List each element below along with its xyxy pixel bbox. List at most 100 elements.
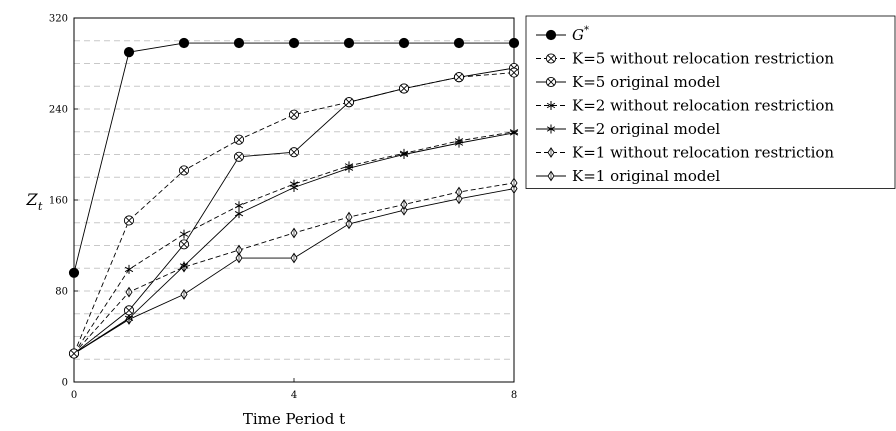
data-point [400, 204, 408, 216]
marker-dot [68, 267, 80, 278]
marker-star-arm [399, 150, 409, 157]
legend-label-superscript: * [584, 25, 589, 36]
legend-box [525, 15, 896, 189]
legend-item: K=2 original model [536, 120, 720, 138]
data-point [123, 47, 135, 58]
marker-star-arm [289, 181, 299, 187]
y-axis-title: Z t [25, 190, 43, 213]
series-5 [69, 128, 519, 359]
marker-star-arm [454, 138, 464, 144]
legend-marker [545, 29, 557, 41]
y-axis-title-main: Z [25, 190, 38, 209]
data-point [290, 252, 298, 264]
marker-cross-b [235, 153, 243, 161]
data-point [343, 97, 355, 108]
marker-cross-b [400, 85, 408, 93]
data-point [233, 134, 245, 145]
legend-label: K=2 original model [572, 120, 720, 138]
marker-cross-b [547, 54, 555, 63]
data-point [123, 215, 135, 226]
series-line [73, 188, 515, 354]
legend-marker [545, 76, 557, 88]
marker-star-arm [124, 266, 134, 273]
data-point [453, 72, 465, 83]
marker-star-arm [509, 129, 519, 135]
data-point [234, 209, 244, 219]
marker-star-arm [179, 263, 189, 269]
marker-cross-b [235, 136, 243, 144]
marker-dot [508, 37, 520, 49]
marker-dot [453, 37, 465, 49]
series-group [68, 37, 520, 359]
y-tick-label: 80 [55, 287, 68, 298]
data-point [180, 288, 188, 300]
marker-dot [545, 29, 557, 41]
data-point [510, 183, 518, 195]
data-point [124, 264, 134, 274]
data-point [178, 239, 190, 250]
data-point [288, 147, 300, 158]
marker-star-arm [546, 126, 556, 132]
data-point [234, 201, 244, 211]
data-point [508, 67, 520, 78]
legend-label: G* [572, 25, 589, 44]
data-point [233, 37, 245, 49]
legend-label: K=2 without relocation restriction [572, 97, 834, 115]
x-tick-label: 0 [71, 390, 77, 401]
data-point [344, 161, 354, 171]
marker-cross-b [290, 148, 298, 156]
data-point [510, 177, 518, 189]
data-point [179, 261, 189, 271]
marker-star-arm [234, 203, 244, 209]
data-point [233, 151, 245, 162]
marker-star-arm [179, 231, 189, 237]
data-point [345, 211, 353, 223]
y-axis-title-subscript: t [38, 200, 43, 213]
data-point [178, 165, 190, 176]
legend-item: K=1 original model [536, 167, 720, 185]
marker-cross-b [510, 69, 518, 77]
legend-item: K=5 without relocation restriction [536, 50, 834, 68]
data-point [123, 305, 135, 316]
data-point [68, 348, 80, 359]
legend-label: K=5 without relocation restriction [572, 50, 834, 68]
legend-item: G* [536, 25, 589, 44]
x-axis-title: Time Period t [243, 410, 345, 428]
marker-dot [343, 37, 355, 49]
data-point [455, 193, 463, 205]
series-line [73, 72, 515, 354]
legend-label: K=1 without relocation restriction [572, 144, 834, 162]
y-tick-label: 320 [49, 14, 68, 25]
data-point [400, 199, 408, 210]
data-point [398, 83, 410, 94]
marker-cross-b [455, 73, 463, 81]
legend-marker [547, 170, 555, 182]
data-point [125, 286, 133, 298]
data-point [455, 186, 463, 198]
data-point [68, 267, 80, 278]
data-point [288, 109, 300, 120]
legend-marker [545, 53, 557, 64]
data-point [508, 37, 520, 49]
x-tick-label: 4 [291, 390, 297, 401]
y-tick-label: 160 [49, 196, 68, 207]
marker-cross-b [125, 306, 133, 314]
marker-cross-b [180, 240, 188, 248]
series-4 [69, 127, 519, 359]
marker-star-arm [124, 315, 134, 321]
data-point [289, 179, 299, 189]
marker-star-arm [234, 210, 244, 217]
data-point [343, 37, 355, 49]
marker-cross-b [290, 111, 298, 119]
series-line [73, 131, 515, 354]
data-point [235, 244, 243, 256]
legend-item: K=1 without relocation restriction [536, 144, 834, 162]
data-point [288, 37, 300, 49]
marker-dot [178, 37, 190, 49]
y-tick-label: 0 [62, 378, 68, 389]
x-tick-label: 8 [511, 390, 517, 401]
marker-dot [398, 37, 410, 49]
marker-star-arm [344, 163, 354, 169]
legend-marker [546, 101, 556, 110]
marker-dot [123, 47, 135, 58]
